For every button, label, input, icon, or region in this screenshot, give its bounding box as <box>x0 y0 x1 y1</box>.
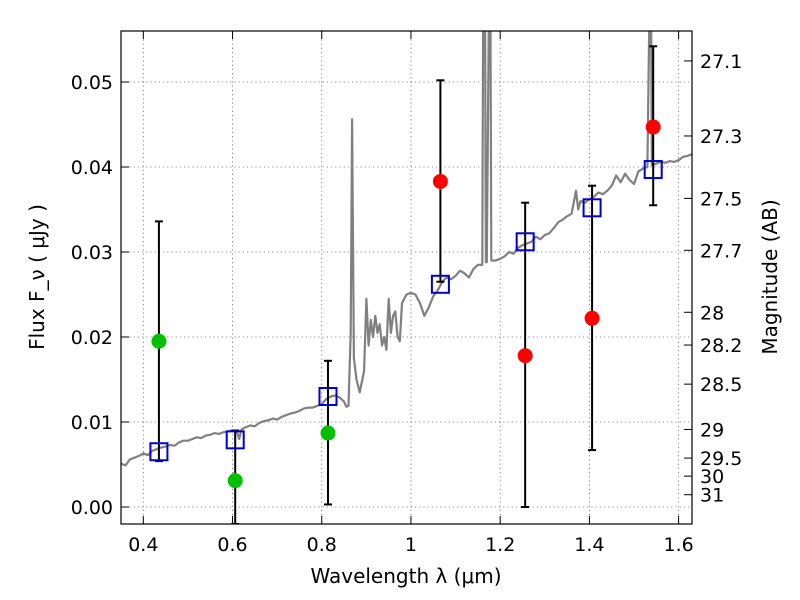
y-tick-label: 0.02 <box>71 327 113 349</box>
model-square-marker <box>149 442 169 462</box>
model-square-marker <box>582 198 602 218</box>
model-photometry-markers <box>149 160 663 462</box>
x-tick-label: 1.4 <box>574 534 604 556</box>
model-square-marker <box>225 430 245 450</box>
mag-tick-label: 27.3 <box>700 126 742 148</box>
observed-point <box>584 310 600 326</box>
mag-tick-label: 30 <box>700 466 724 488</box>
y-axis-label: Flux F_ν ( μJy ) <box>25 204 49 350</box>
observed-point <box>432 173 448 189</box>
x-tick-label: 1.2 <box>485 534 515 556</box>
model-square-marker <box>318 387 338 406</box>
observed-point <box>517 348 533 364</box>
y-tick-label: 0.05 <box>71 72 113 94</box>
model-spectrum-line <box>121 31 692 467</box>
right-axis-label: Magnitude (AB) <box>758 199 782 354</box>
x-tick-label: 0.6 <box>217 534 247 556</box>
mag-tick-label: 29.5 <box>700 448 742 470</box>
y-tick-label: 0.03 <box>71 242 113 264</box>
x-tick-label: 1 <box>405 534 417 556</box>
observed-point <box>645 119 661 135</box>
y-axis-ticks: 0.00 0.01 0.02 0.03 0.04 0.05 <box>71 72 129 519</box>
plot-frame <box>120 30 693 525</box>
observed-photometry-markers <box>151 119 661 489</box>
x-tick-label: 1.6 <box>664 534 694 556</box>
mag-tick-label: 29 <box>700 419 724 441</box>
mag-tick-label: 27.7 <box>700 240 742 262</box>
model-spectrum <box>121 31 692 467</box>
mag-tick-label: 27.1 <box>700 51 742 73</box>
observed-point <box>227 473 243 489</box>
model-square-marker <box>515 232 535 252</box>
x-axis-label: Wavelength λ (μm) <box>310 564 501 588</box>
x-tick-label: 0.8 <box>307 534 337 556</box>
y-tick-label: 0.00 <box>71 497 113 519</box>
mag-tick-label: 27.5 <box>700 188 742 210</box>
grid-lines <box>121 31 692 524</box>
observed-point <box>320 425 336 441</box>
mag-tick-label: 28.2 <box>700 335 742 357</box>
y-tick-label: 0.01 <box>71 412 113 434</box>
model-square-marker <box>643 160 663 180</box>
y-tick-label: 0.04 <box>71 157 113 179</box>
mag-tick-label: 28 <box>700 302 724 324</box>
mag-tick-label: 28.5 <box>700 374 742 396</box>
x-axis-ticks: 0.4 0.6 0.8 1 1.2 1.4 1.6 <box>128 31 694 556</box>
model-square-marker <box>430 274 450 294</box>
error-bars <box>154 45 658 524</box>
x-tick-label: 0.4 <box>128 534 158 556</box>
observed-point <box>151 333 167 349</box>
mag-tick-label: 31 <box>700 485 724 507</box>
